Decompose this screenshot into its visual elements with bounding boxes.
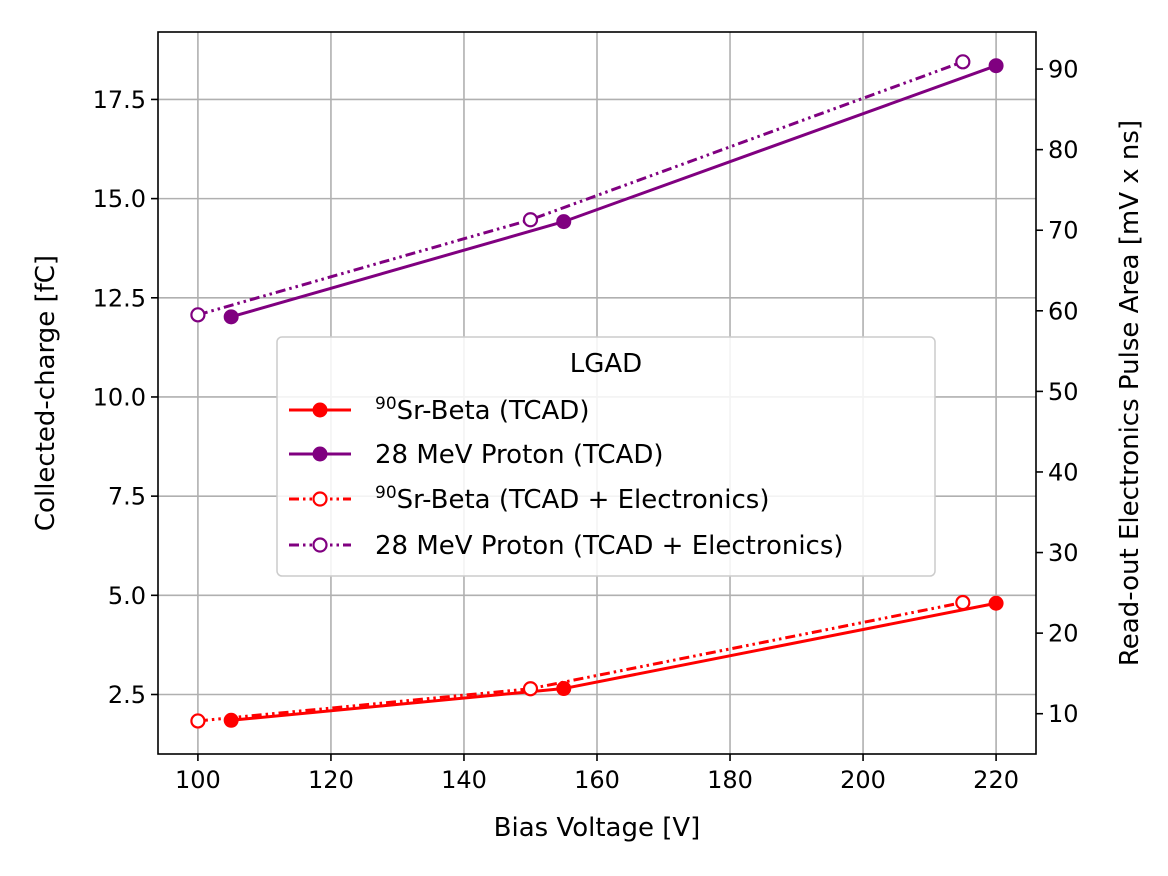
legend-label: 28 MeV Proton (TCAD + Electronics) xyxy=(375,531,844,561)
data-point xyxy=(955,54,971,70)
data-point xyxy=(190,307,206,323)
y-tick-label: 2.5 xyxy=(108,681,146,709)
y-axis-label: Collected-charge [fC] xyxy=(31,255,61,531)
y2-tick-label: 20 xyxy=(1048,620,1079,648)
y2-axis-label: Read-out Electronics Pulse Area [mV x ns… xyxy=(1115,120,1145,666)
ticks: 100 120 140 160 180 200 220 2.5 5.0 7.5 10.0 12.5 15… xyxy=(93,56,1079,794)
data-point xyxy=(190,713,206,729)
x-tick-label: 140 xyxy=(441,766,487,794)
y-tick-label: 12.5 xyxy=(93,284,146,312)
legend-marker xyxy=(312,537,328,553)
data-point xyxy=(522,681,539,697)
series-layer xyxy=(190,54,1004,729)
data-point xyxy=(556,681,572,697)
data-point xyxy=(988,58,1004,74)
legend: LGAD 90Sr-Beta (TCAD) 28 MeV Proton (TCA… xyxy=(276,336,936,577)
legend-marker xyxy=(312,402,328,418)
legend-text: Sr-Beta (TCAD) xyxy=(397,396,590,426)
data-point xyxy=(223,309,239,325)
legend-marker xyxy=(312,491,328,507)
x-tick-label: 200 xyxy=(840,766,886,794)
y2-tick-label: 70 xyxy=(1048,217,1079,245)
data-point xyxy=(522,212,539,228)
x-tick-label: 160 xyxy=(574,766,620,794)
y-tick-label: 5.0 xyxy=(108,582,146,610)
y2-tick-label: 10 xyxy=(1048,700,1079,728)
y-tick-label: 7.5 xyxy=(108,483,146,511)
legend-text: Sr-Beta (TCAD + Electronics) xyxy=(397,485,770,515)
data-point xyxy=(955,594,971,611)
x-tick-label: 120 xyxy=(308,766,354,794)
y-tick-label: 17.5 xyxy=(93,86,146,114)
x-tick-label: 100 xyxy=(175,766,221,794)
legend-entry-proton-electronics: 28 MeV Proton (TCAD + Electronics) xyxy=(289,531,844,561)
x-axis-label: Bias Voltage [V] xyxy=(494,813,701,843)
data-point xyxy=(223,712,239,728)
y-tick-label: 10.0 xyxy=(93,383,146,411)
x-tick-label: 220 xyxy=(973,766,1019,794)
legend-label: 90Sr-Beta (TCAD) xyxy=(375,394,589,426)
legend-label: 28 MeV Proton (TCAD) xyxy=(375,440,664,470)
legend-box xyxy=(276,336,936,577)
y2-tick-label: 40 xyxy=(1048,458,1079,486)
legend-entry-sr-beta-electronics: 90Sr-Beta (TCAD + Electronics) xyxy=(289,483,769,515)
legend-superscript: 90 xyxy=(375,394,397,414)
legend-entry-proton-tcad: 28 MeV Proton (TCAD) xyxy=(289,440,664,470)
legend-label: 90Sr-Beta (TCAD + Electronics) xyxy=(375,483,769,515)
legend-entry-sr-beta-tcad: 90Sr-Beta (TCAD) xyxy=(289,394,589,426)
y2-tick-label: 60 xyxy=(1048,297,1079,325)
y2-tick-label: 80 xyxy=(1048,136,1079,164)
data-point xyxy=(556,214,572,230)
legend-marker xyxy=(312,446,328,462)
legend-superscript: 90 xyxy=(375,483,397,503)
series-line-2 xyxy=(197,601,964,723)
y2-tick-label: 90 xyxy=(1048,56,1079,84)
data-point xyxy=(988,595,1004,611)
x-tick-label: 180 xyxy=(707,766,753,794)
y2-tick-label: 30 xyxy=(1048,539,1079,567)
legend-title: LGAD xyxy=(570,349,642,379)
y-tick-label: 15.0 xyxy=(93,185,146,213)
y2-tick-label: 50 xyxy=(1048,378,1079,406)
